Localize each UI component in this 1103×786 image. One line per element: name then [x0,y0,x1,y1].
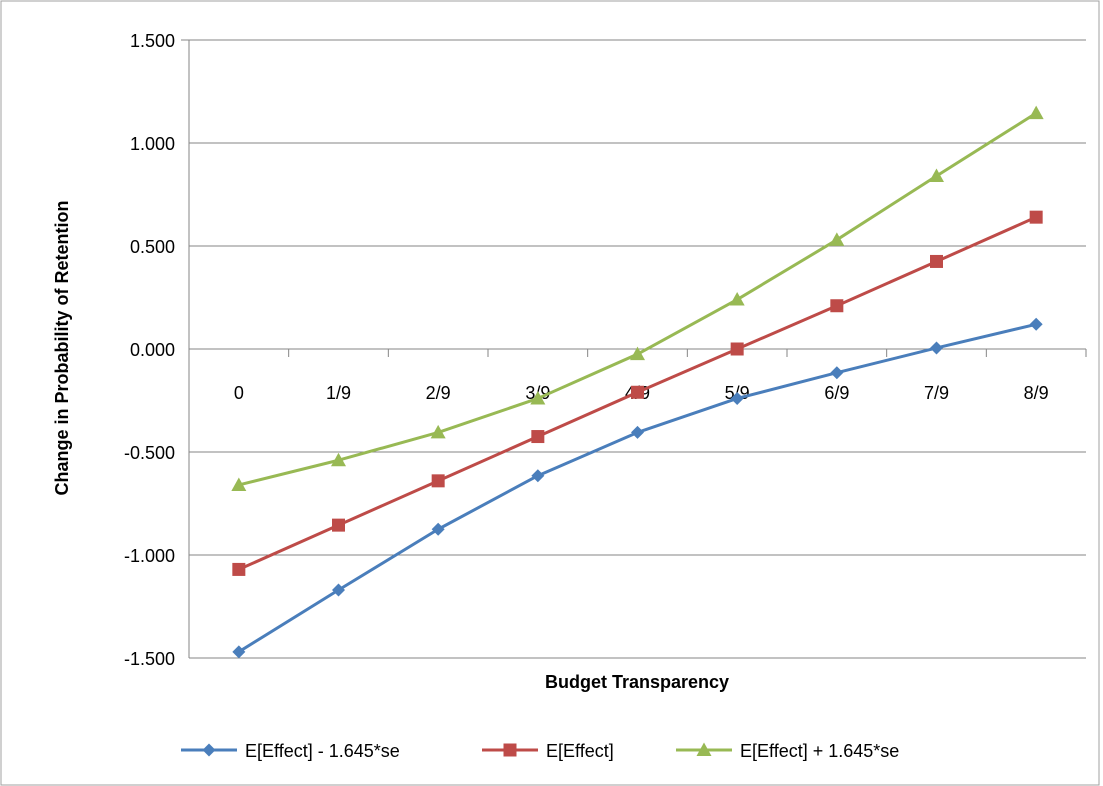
data-point-triangle [696,742,712,756]
x-axis-title: Budget Transparency [545,672,729,692]
data-point-square [730,342,744,356]
gridlines [181,39,1086,659]
data-point-square [930,254,943,268]
y-tick-label: 0.500 [130,237,175,257]
data-point-triangle [331,452,346,467]
x-tick-label: 1/9 [326,383,351,403]
data-point-square [531,430,545,444]
data-point-diamond [431,522,445,536]
y-tick-label: -0.500 [124,443,175,463]
y-axis-title: Change in Probability of Retention [52,200,72,495]
y-tick-label: 1.500 [130,31,175,51]
x-tick-label: 6/9 [824,383,849,403]
data-point-diamond [232,645,246,659]
data-point-diamond [332,583,345,597]
y-tick-label: -1.500 [124,649,175,669]
data-point-triangle [530,390,546,405]
data-point-triangle [630,346,645,361]
data-point-triangle [929,168,944,182]
data-point-diamond [930,341,943,355]
data-point-square [332,518,345,532]
data-point-triangle [729,292,745,306]
y-tick-label: -1.000 [124,546,175,566]
legend-label: E[Effect] [546,741,614,761]
data-point-diamond [531,469,545,483]
data-point-diamond [202,743,216,757]
series-1 [232,317,1043,659]
x-tick-label: 2/9 [426,383,451,403]
data-point-square [631,385,644,399]
data-point-square [830,299,844,313]
legend-item: E[Effect] - 1.645*se [181,741,400,761]
data-point-square [232,562,246,576]
data-point-diamond [1029,317,1043,331]
x-tick-label: 0 [234,383,244,403]
legend: E[Effect] - 1.645*se E[Effect] E[Effect] +… [181,741,899,761]
legend-label: E[Effect] + 1.645*se [740,741,899,761]
legend-label: E[Effect] - 1.645*se [245,741,400,761]
series-layer [231,105,1044,659]
series-2 [232,210,1043,576]
y-axis-tick-labels: 1.500 1.000 0.500 0.000 -0.500 -1.000 -1.500 [124,31,175,669]
data-point-square [1029,210,1043,224]
data-point-diamond [830,366,844,380]
y-tick-label: 0.000 [130,340,175,360]
data-point-triangle [829,232,845,246]
y-tick-label: 1.000 [130,134,175,154]
data-point-square [503,743,517,757]
data-point-diamond [631,425,644,439]
legend-item: E[Effect] [482,741,614,761]
data-point-square [431,474,445,488]
data-point-triangle [430,424,446,439]
series-3 [231,105,1044,491]
x-axis: 01/92/93/94/95/96/97/98/9 [188,348,1087,403]
x-tick-label: 7/9 [924,383,949,403]
data-point-triangle [231,477,247,491]
x-tick-label: 8/9 [1024,383,1049,403]
legend-item: E[Effect] + 1.645*se [676,741,899,761]
data-point-triangle [1028,105,1044,120]
data-point-diamond [730,391,744,405]
